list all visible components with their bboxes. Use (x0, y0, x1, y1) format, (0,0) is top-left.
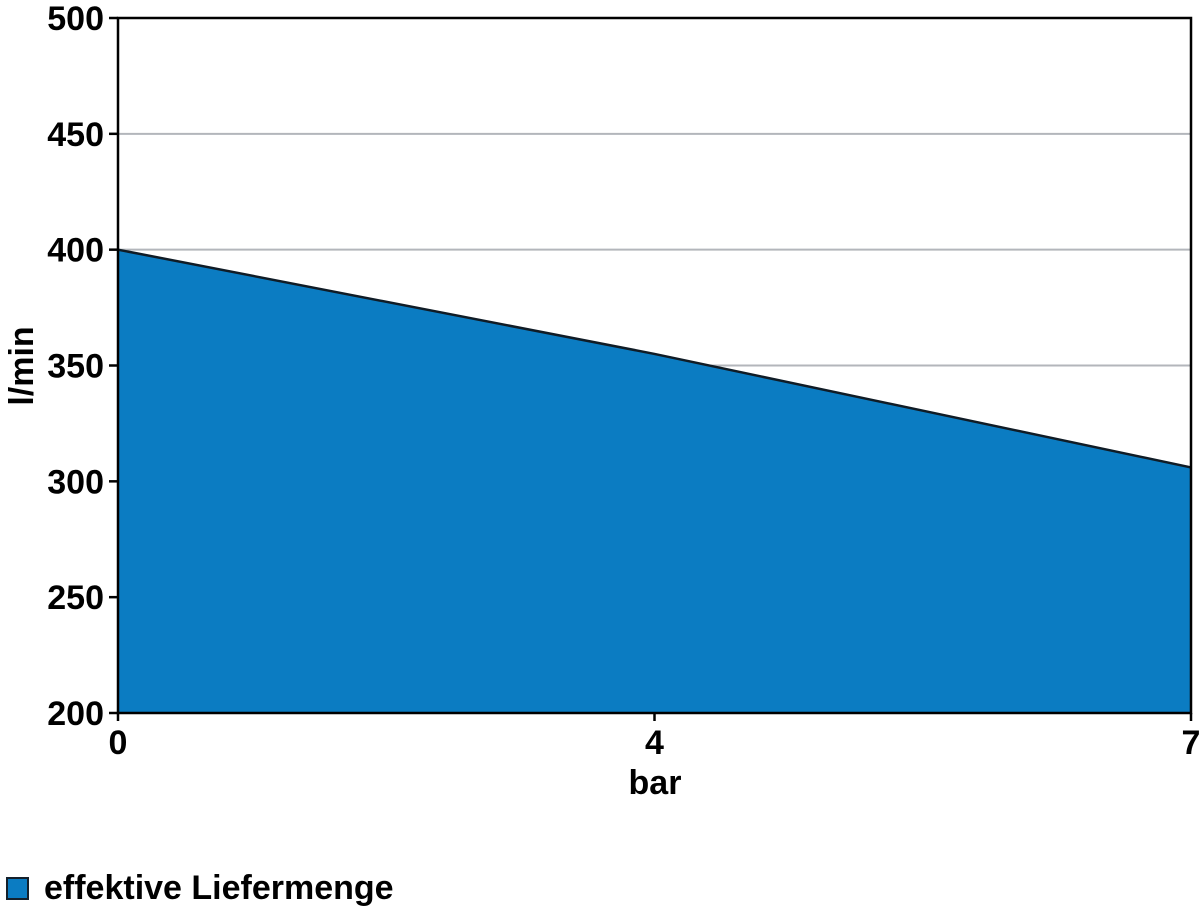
svg-text:4: 4 (645, 724, 664, 762)
svg-text:200: 200 (47, 695, 104, 733)
svg-text:300: 300 (47, 463, 104, 501)
y-axis-title: l/min (3, 326, 41, 406)
x-axis-title: bar (628, 764, 682, 802)
legend-series-label: effektive Liefermenge (44, 869, 394, 906)
svg-text:450: 450 (47, 116, 104, 154)
svg-text:0: 0 (109, 724, 128, 762)
svg-text:350: 350 (47, 348, 104, 386)
svg-text:400: 400 (47, 232, 104, 270)
area-chart-canvas: 200 250 300 350 400 450 500 0 4 7 (47, 0, 1200, 762)
svg-text:500: 500 (47, 0, 104, 38)
svg-text:250: 250 (47, 579, 104, 617)
legend-swatch-icon (6, 876, 29, 900)
svg-text:7: 7 (1182, 724, 1200, 762)
chart-legend: effektive Liefermenge (6, 870, 394, 906)
